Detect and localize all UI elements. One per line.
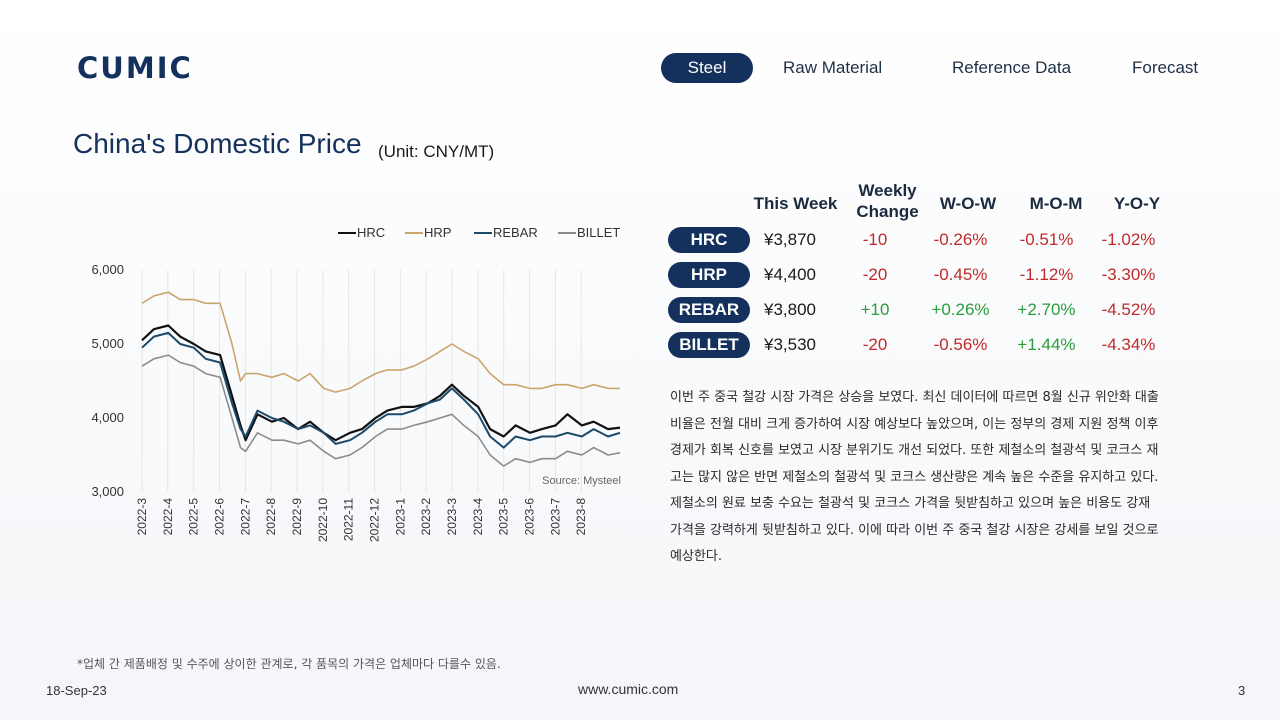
series-line-billet — [141, 354, 621, 467]
x-tick-label: 2022-11 — [342, 498, 356, 541]
cell-wow: -0.56% — [933, 335, 988, 354]
x-tick-label: 2022-9 — [290, 498, 304, 536]
product-badge: REBAR — [668, 297, 750, 323]
header-yoy: Y-O-Y — [1113, 194, 1161, 213]
product-badge: HRP — [668, 262, 750, 288]
x-tick-label: 2023-7 — [548, 498, 562, 536]
x-tick-label: 2023-1 — [393, 498, 407, 536]
cumic-logo: CUMIC — [77, 51, 193, 85]
page-number: 3 — [1238, 683, 1246, 698]
x-tick-label: 2022-5 — [187, 498, 201, 536]
cell-price: ¥3,530 — [764, 335, 816, 354]
x-tick-label: 2023-3 — [445, 498, 459, 536]
x-tick-label: 2023-2 — [419, 498, 433, 536]
cell-yoy: -3.30% — [1101, 265, 1156, 284]
cell-change: +10 — [860, 300, 890, 319]
legend-label: REBAR — [493, 225, 538, 240]
header-weekly-change: Weekly Change — [856, 181, 919, 221]
price-chart: 2022-3 2022-4 2022-5 2022-6 2022-7 2022-8 2022… — [91, 225, 621, 542]
chart-source: Source: Mysteel — [542, 475, 621, 487]
cell-price: ¥3,800 — [764, 300, 816, 319]
table-row-rebar: REBAR ¥3,800 +10 +0.26% +2.70% -4.52% — [668, 297, 1188, 323]
cell-change: -20 — [862, 335, 888, 354]
cell-price: ¥4,400 — [764, 265, 816, 284]
unit-label: (Unit: CNY/MT) — [378, 142, 495, 161]
x-tick-label: 2023-4 — [471, 498, 485, 536]
cell-yoy: -4.52% — [1101, 300, 1156, 319]
y-tick-label: 5,000 — [91, 336, 124, 351]
x-tick-label: 2022-6 — [213, 498, 227, 536]
x-tick-label: 2023-8 — [574, 498, 588, 536]
y-tick-label: 4,000 — [91, 410, 124, 425]
y-tick-label: 3,000 — [91, 484, 124, 499]
x-tick-label: 2023-5 — [497, 498, 511, 536]
cell-wow: +0.26% — [931, 300, 990, 319]
cell-mom: +1.44% — [1017, 335, 1076, 354]
x-tick-label: 2022-4 — [161, 498, 175, 536]
product-badge: HRC — [668, 227, 750, 253]
series-line-hrp — [141, 291, 620, 393]
cell-change: -10 — [862, 230, 888, 249]
table-row-hrp: HRP ¥4,400 -20 -0.45% -1.12% -3.30% — [668, 262, 1188, 288]
header-mom: M-O-M — [1029, 194, 1083, 213]
legend-label: HRP — [424, 225, 451, 240]
cell-mom: -1.12% — [1019, 265, 1074, 284]
legend-label: HRC — [357, 225, 385, 240]
nav-reference-data[interactable]: Reference Data — [952, 58, 1072, 77]
y-tick-label: 6,000 — [91, 262, 124, 277]
cell-wow: -0.26% — [933, 230, 988, 249]
x-tick-label: 2022-8 — [264, 498, 278, 536]
x-tick-label: 2022-12 — [368, 498, 382, 542]
page-title: China's Domestic Price — [73, 128, 362, 159]
cell-wow: -0.45% — [933, 265, 988, 284]
x-tick-label: 2022-10 — [316, 498, 330, 542]
nav-steel[interactable]: Steel — [661, 53, 753, 83]
x-tick-label: 2022-7 — [238, 498, 252, 536]
market-commentary: 이번 주 중국 철강 시장 가격은 상승을 보였다. 최신 데이터에 따르면 8… — [670, 390, 1159, 564]
x-tick-label: 2023-6 — [523, 498, 537, 536]
footer-date: 18-Sep-23 — [46, 683, 107, 698]
nav-forecast[interactable]: Forecast — [1132, 58, 1199, 77]
legend-label: BILLET — [577, 225, 620, 240]
series-line-rebar — [141, 331, 621, 449]
table-row-billet: BILLET ¥3,530 -20 -0.56% +1.44% -4.34% — [668, 332, 1188, 358]
footer-url[interactable]: www.cumic.com — [578, 681, 679, 697]
cell-yoy: -1.02% — [1101, 230, 1156, 249]
cell-price: ¥3,870 — [764, 230, 816, 249]
product-badge: BILLET — [668, 332, 750, 358]
cell-change: -20 — [862, 265, 888, 284]
footnote: *업체 간 제품배정 및 수주에 상이한 관계로, 각 품목의 가격은 업체마다… — [77, 657, 501, 671]
cell-mom: -0.51% — [1019, 230, 1074, 249]
nav-raw-material[interactable]: Raw Material — [783, 58, 883, 77]
cell-mom: +2.70% — [1017, 300, 1076, 319]
header-this-week: This Week — [753, 194, 838, 213]
x-tick-label: 2022-3 — [135, 498, 149, 536]
table-row-hrc: HRC ¥3,870 -10 -0.26% -0.51% -1.02% — [668, 227, 1188, 253]
series-line-hrc — [141, 324, 621, 442]
header-wow: W-O-W — [939, 194, 997, 213]
cell-yoy: -4.34% — [1101, 335, 1156, 354]
